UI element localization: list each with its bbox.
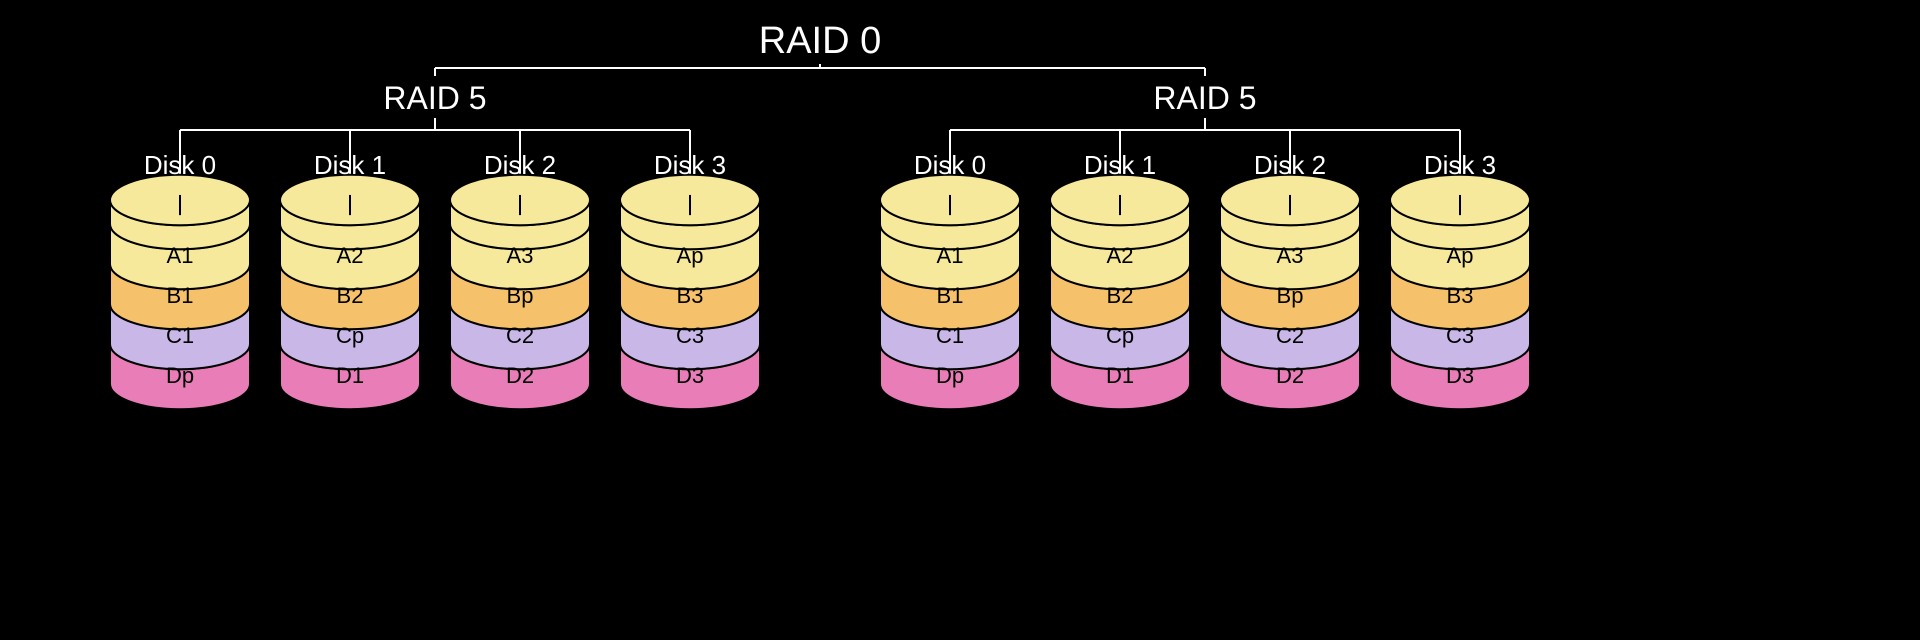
group-title: RAID 5 <box>1105 80 1305 117</box>
disk-title: Disk 1 <box>280 150 420 181</box>
root-title: RAID 0 <box>720 20 920 63</box>
group-title: RAID 5 <box>335 80 535 117</box>
disk-title: Disk 0 <box>110 150 250 181</box>
disk-title: Disk 0 <box>880 150 1020 181</box>
disk-title: Disk 1 <box>1050 150 1190 181</box>
disk-title: Disk 2 <box>450 150 590 181</box>
raid-diagram <box>0 0 1920 640</box>
disk-title: Disk 2 <box>1220 150 1360 181</box>
disk-title: Disk 3 <box>620 150 760 181</box>
disk-title: Disk 3 <box>1390 150 1530 181</box>
